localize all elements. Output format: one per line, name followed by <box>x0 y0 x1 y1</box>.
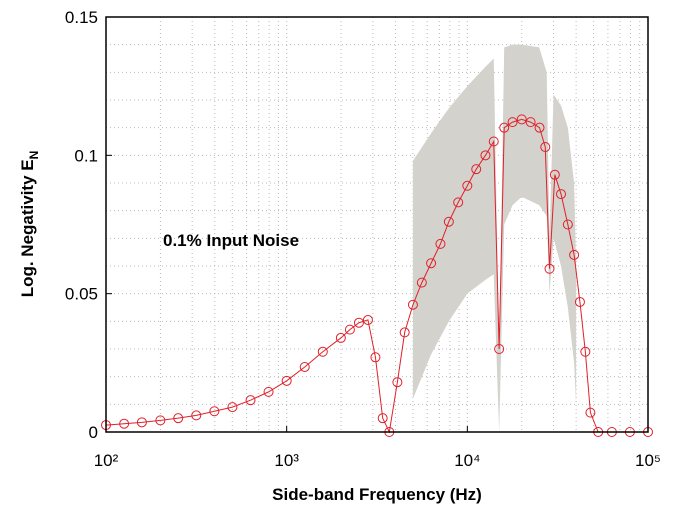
series-line <box>105 118 648 434</box>
y-axis-title-text: Log. Negativity E <box>18 159 37 297</box>
marker <box>407 299 418 310</box>
marker <box>494 344 505 354</box>
marker <box>263 386 274 397</box>
marker <box>227 402 238 413</box>
marker <box>399 327 410 338</box>
marker <box>370 352 381 363</box>
x-tick-label: 10³ <box>274 451 299 470</box>
y-axis-title-sub: N <box>27 151 41 160</box>
marker <box>299 361 310 372</box>
annotation: 0.1% Input Noise <box>163 231 299 250</box>
marker <box>119 418 130 429</box>
marker <box>585 407 596 418</box>
marker <box>245 395 256 406</box>
marker <box>569 249 580 260</box>
marker <box>209 406 220 417</box>
marker <box>507 117 518 128</box>
marker <box>335 332 346 343</box>
marker <box>173 413 184 424</box>
marker <box>480 150 491 161</box>
marker <box>488 136 499 147</box>
marker <box>471 164 482 175</box>
marker <box>516 114 527 125</box>
marker <box>435 238 446 249</box>
marker <box>499 122 510 133</box>
marker <box>525 117 536 128</box>
marker <box>549 169 560 180</box>
x-tick-label: 10⁴ <box>454 451 480 470</box>
y-tick-label: 0.05 <box>65 285 98 304</box>
marker <box>544 263 555 274</box>
marker <box>344 324 355 335</box>
marker <box>281 375 292 386</box>
marker <box>562 219 573 230</box>
marker <box>392 377 403 388</box>
marker <box>534 122 545 133</box>
marker <box>353 317 364 328</box>
marker <box>191 410 202 421</box>
marker <box>377 413 388 424</box>
marker <box>426 258 437 269</box>
x-tick-label: 10² <box>94 451 119 470</box>
y-tick-label: 0.15 <box>65 8 98 27</box>
x-axis-title: Side-band Frequency (Hz) <box>272 485 482 504</box>
y-axis-title: Log. Negativity EN <box>18 151 41 298</box>
marker <box>155 415 166 426</box>
y-tick-label: 0.1 <box>74 146 98 165</box>
marker <box>362 314 373 325</box>
marker <box>540 142 551 153</box>
marker <box>453 197 464 208</box>
marker <box>416 277 427 288</box>
y-tick-label: 0 <box>89 423 98 442</box>
marker <box>443 216 454 227</box>
marker <box>556 189 567 200</box>
marker <box>462 180 473 191</box>
marker <box>317 346 328 357</box>
marker <box>580 346 591 357</box>
plot-frame <box>105 16 649 433</box>
marker <box>574 296 585 307</box>
noise-band <box>412 44 577 433</box>
marker <box>136 417 147 428</box>
x-tick-label: 10⁵ <box>635 451 661 470</box>
